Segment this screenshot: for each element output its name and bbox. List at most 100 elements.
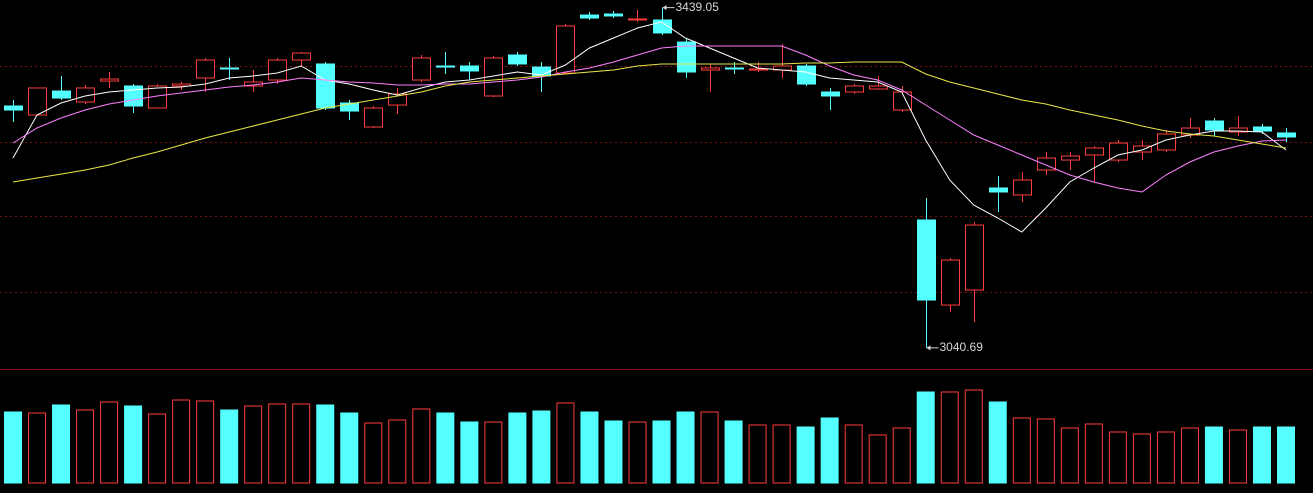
volume-bar xyxy=(532,410,551,484)
candle-body xyxy=(4,105,23,111)
candle-body xyxy=(965,224,984,291)
volume-bar xyxy=(652,420,671,484)
volume-bar xyxy=(796,426,815,484)
volume-bar xyxy=(1012,417,1031,484)
candle-body xyxy=(1277,132,1296,138)
grid xyxy=(0,66,1313,293)
candle-body xyxy=(1205,120,1224,131)
candle-body xyxy=(292,52,311,61)
candle-body xyxy=(580,14,599,19)
volume-bar xyxy=(580,411,599,484)
candle-body xyxy=(556,25,575,74)
volume-bar xyxy=(628,421,647,484)
annotation-arrow xyxy=(662,5,667,11)
candle-body xyxy=(436,65,455,68)
volume-bar xyxy=(724,420,743,484)
volume-bar xyxy=(820,417,839,484)
candle-body xyxy=(1253,126,1272,132)
volume-bar xyxy=(100,401,119,484)
candle-body xyxy=(701,67,720,71)
candle-body xyxy=(172,83,191,87)
volume-bar xyxy=(988,401,1007,484)
candle-body xyxy=(1157,133,1176,151)
volume-bar xyxy=(220,409,239,484)
volume-bar xyxy=(1180,427,1199,484)
volume-bar xyxy=(604,420,623,484)
volume-pane xyxy=(4,389,1295,484)
volume-bar xyxy=(244,405,263,484)
volume-bar xyxy=(700,411,719,484)
volume-bar xyxy=(748,424,767,484)
volume-bar xyxy=(844,424,863,484)
annotation-label: 3439.05 xyxy=(676,0,720,14)
candle-body xyxy=(1109,142,1128,161)
volume-bar xyxy=(1228,429,1247,484)
ma-line xyxy=(12,61,1287,183)
volume-bar xyxy=(436,412,455,484)
annotation-arrow xyxy=(926,345,931,351)
candle-body xyxy=(797,65,816,85)
candle-body xyxy=(100,78,119,82)
volume-bar xyxy=(76,409,95,484)
candle-body xyxy=(268,59,287,81)
candle-body xyxy=(412,57,431,81)
volume-bar xyxy=(1132,433,1151,484)
volume-bar xyxy=(1204,426,1223,484)
candle-body xyxy=(460,65,479,72)
candle-body xyxy=(917,219,936,301)
volume-bar xyxy=(460,421,479,484)
ma-line xyxy=(12,45,1287,193)
volume-bar xyxy=(964,389,983,484)
candle-body xyxy=(340,102,359,112)
candle-body xyxy=(508,54,527,65)
volume-bar xyxy=(940,391,959,484)
volume-bar xyxy=(148,413,167,484)
candle-body xyxy=(941,259,960,306)
volume-bar xyxy=(316,404,335,484)
candle-body xyxy=(628,18,647,21)
volume-bar xyxy=(1060,427,1079,484)
candle-body xyxy=(1229,127,1248,133)
candle-body xyxy=(52,90,71,99)
candle-body xyxy=(388,93,407,106)
volume-bar xyxy=(892,427,911,484)
volume-bar xyxy=(388,419,407,484)
candle-body xyxy=(604,13,623,17)
volume-bar xyxy=(292,403,311,484)
volume-bar xyxy=(124,405,143,484)
candle-body xyxy=(869,85,888,90)
volume-bar xyxy=(1084,423,1103,484)
volume-bar xyxy=(772,424,791,484)
candle-body xyxy=(1013,179,1032,196)
candle-body xyxy=(749,68,768,71)
candle-body xyxy=(893,91,912,111)
candle-body xyxy=(76,87,95,103)
candle-body xyxy=(821,91,840,97)
candle-body xyxy=(725,67,744,70)
volume-bar xyxy=(1277,426,1295,484)
volume-bar xyxy=(364,422,383,484)
volume-bar xyxy=(556,402,575,484)
volume-bar xyxy=(916,391,935,484)
candle-body xyxy=(28,87,47,116)
candle-body xyxy=(1133,145,1152,153)
volume-bar xyxy=(28,412,47,484)
volume-bar xyxy=(1156,431,1175,484)
volume-bar xyxy=(340,412,359,484)
ma-line xyxy=(12,21,1287,233)
candle-body xyxy=(677,41,696,73)
volume-bar xyxy=(676,411,695,484)
volume-bar xyxy=(1252,426,1271,484)
volume-bar xyxy=(172,399,191,484)
volume-bar xyxy=(508,412,527,484)
candle-body xyxy=(220,67,239,70)
volume-bar xyxy=(4,411,22,484)
candle-body xyxy=(196,59,215,79)
candle-body xyxy=(989,187,1008,193)
volume-bar xyxy=(1108,431,1127,484)
candle-body xyxy=(1085,147,1104,156)
candle-body xyxy=(1061,155,1080,161)
candle-body xyxy=(364,107,383,128)
volume-bar xyxy=(412,408,431,484)
